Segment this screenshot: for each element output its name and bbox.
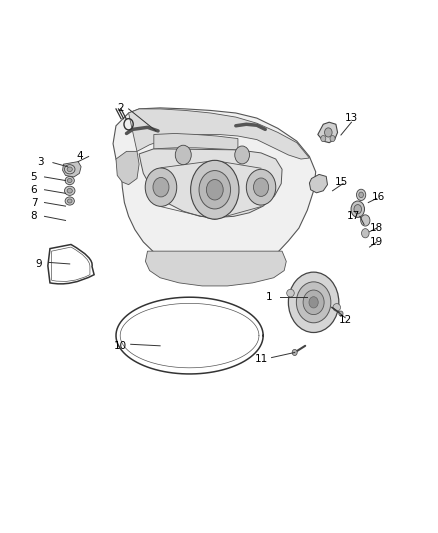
- Ellipse shape: [339, 311, 343, 316]
- Ellipse shape: [199, 171, 230, 209]
- Polygon shape: [154, 133, 238, 150]
- Polygon shape: [145, 251, 286, 286]
- Text: 17: 17: [347, 212, 360, 221]
- Ellipse shape: [254, 178, 268, 196]
- Ellipse shape: [235, 146, 250, 164]
- Text: 2: 2: [117, 103, 124, 113]
- Text: 19: 19: [370, 237, 383, 247]
- Ellipse shape: [359, 192, 364, 198]
- Ellipse shape: [67, 167, 72, 172]
- Ellipse shape: [67, 179, 72, 183]
- Ellipse shape: [287, 289, 294, 297]
- Text: 18: 18: [370, 223, 383, 233]
- Ellipse shape: [288, 272, 339, 333]
- Ellipse shape: [145, 168, 177, 206]
- Ellipse shape: [175, 145, 191, 165]
- Polygon shape: [309, 174, 328, 193]
- Text: 13: 13: [345, 113, 358, 123]
- Ellipse shape: [357, 189, 366, 200]
- Ellipse shape: [64, 186, 75, 196]
- Text: 3: 3: [37, 157, 44, 167]
- Ellipse shape: [153, 177, 169, 197]
- Text: 5: 5: [31, 172, 37, 182]
- Ellipse shape: [206, 180, 223, 200]
- Ellipse shape: [67, 189, 72, 193]
- Ellipse shape: [191, 160, 239, 219]
- Ellipse shape: [325, 128, 332, 137]
- Ellipse shape: [65, 176, 74, 184]
- Ellipse shape: [292, 350, 297, 356]
- Text: 8: 8: [31, 212, 37, 221]
- Ellipse shape: [246, 169, 276, 205]
- Polygon shape: [129, 109, 309, 159]
- Text: 4: 4: [77, 151, 84, 161]
- Ellipse shape: [303, 290, 324, 314]
- Text: 10: 10: [113, 341, 127, 351]
- Ellipse shape: [351, 201, 364, 217]
- Polygon shape: [116, 151, 139, 184]
- Ellipse shape: [330, 135, 335, 142]
- Ellipse shape: [361, 215, 370, 226]
- Ellipse shape: [64, 165, 75, 174]
- Text: 12: 12: [339, 315, 352, 325]
- Polygon shape: [139, 149, 282, 217]
- Ellipse shape: [354, 205, 361, 214]
- Text: 9: 9: [35, 259, 42, 269]
- Text: 16: 16: [372, 192, 385, 203]
- Text: 7: 7: [31, 198, 37, 207]
- Polygon shape: [318, 122, 338, 143]
- Ellipse shape: [361, 229, 369, 238]
- Text: 15: 15: [334, 177, 348, 187]
- Text: 1: 1: [266, 292, 273, 302]
- Ellipse shape: [65, 197, 74, 205]
- Text: 11: 11: [254, 353, 268, 364]
- Ellipse shape: [309, 297, 318, 308]
- Text: 6: 6: [31, 185, 37, 195]
- Ellipse shape: [333, 304, 340, 311]
- Polygon shape: [63, 161, 81, 177]
- Polygon shape: [113, 108, 316, 273]
- Ellipse shape: [297, 282, 331, 323]
- Ellipse shape: [67, 199, 72, 203]
- Ellipse shape: [321, 135, 326, 142]
